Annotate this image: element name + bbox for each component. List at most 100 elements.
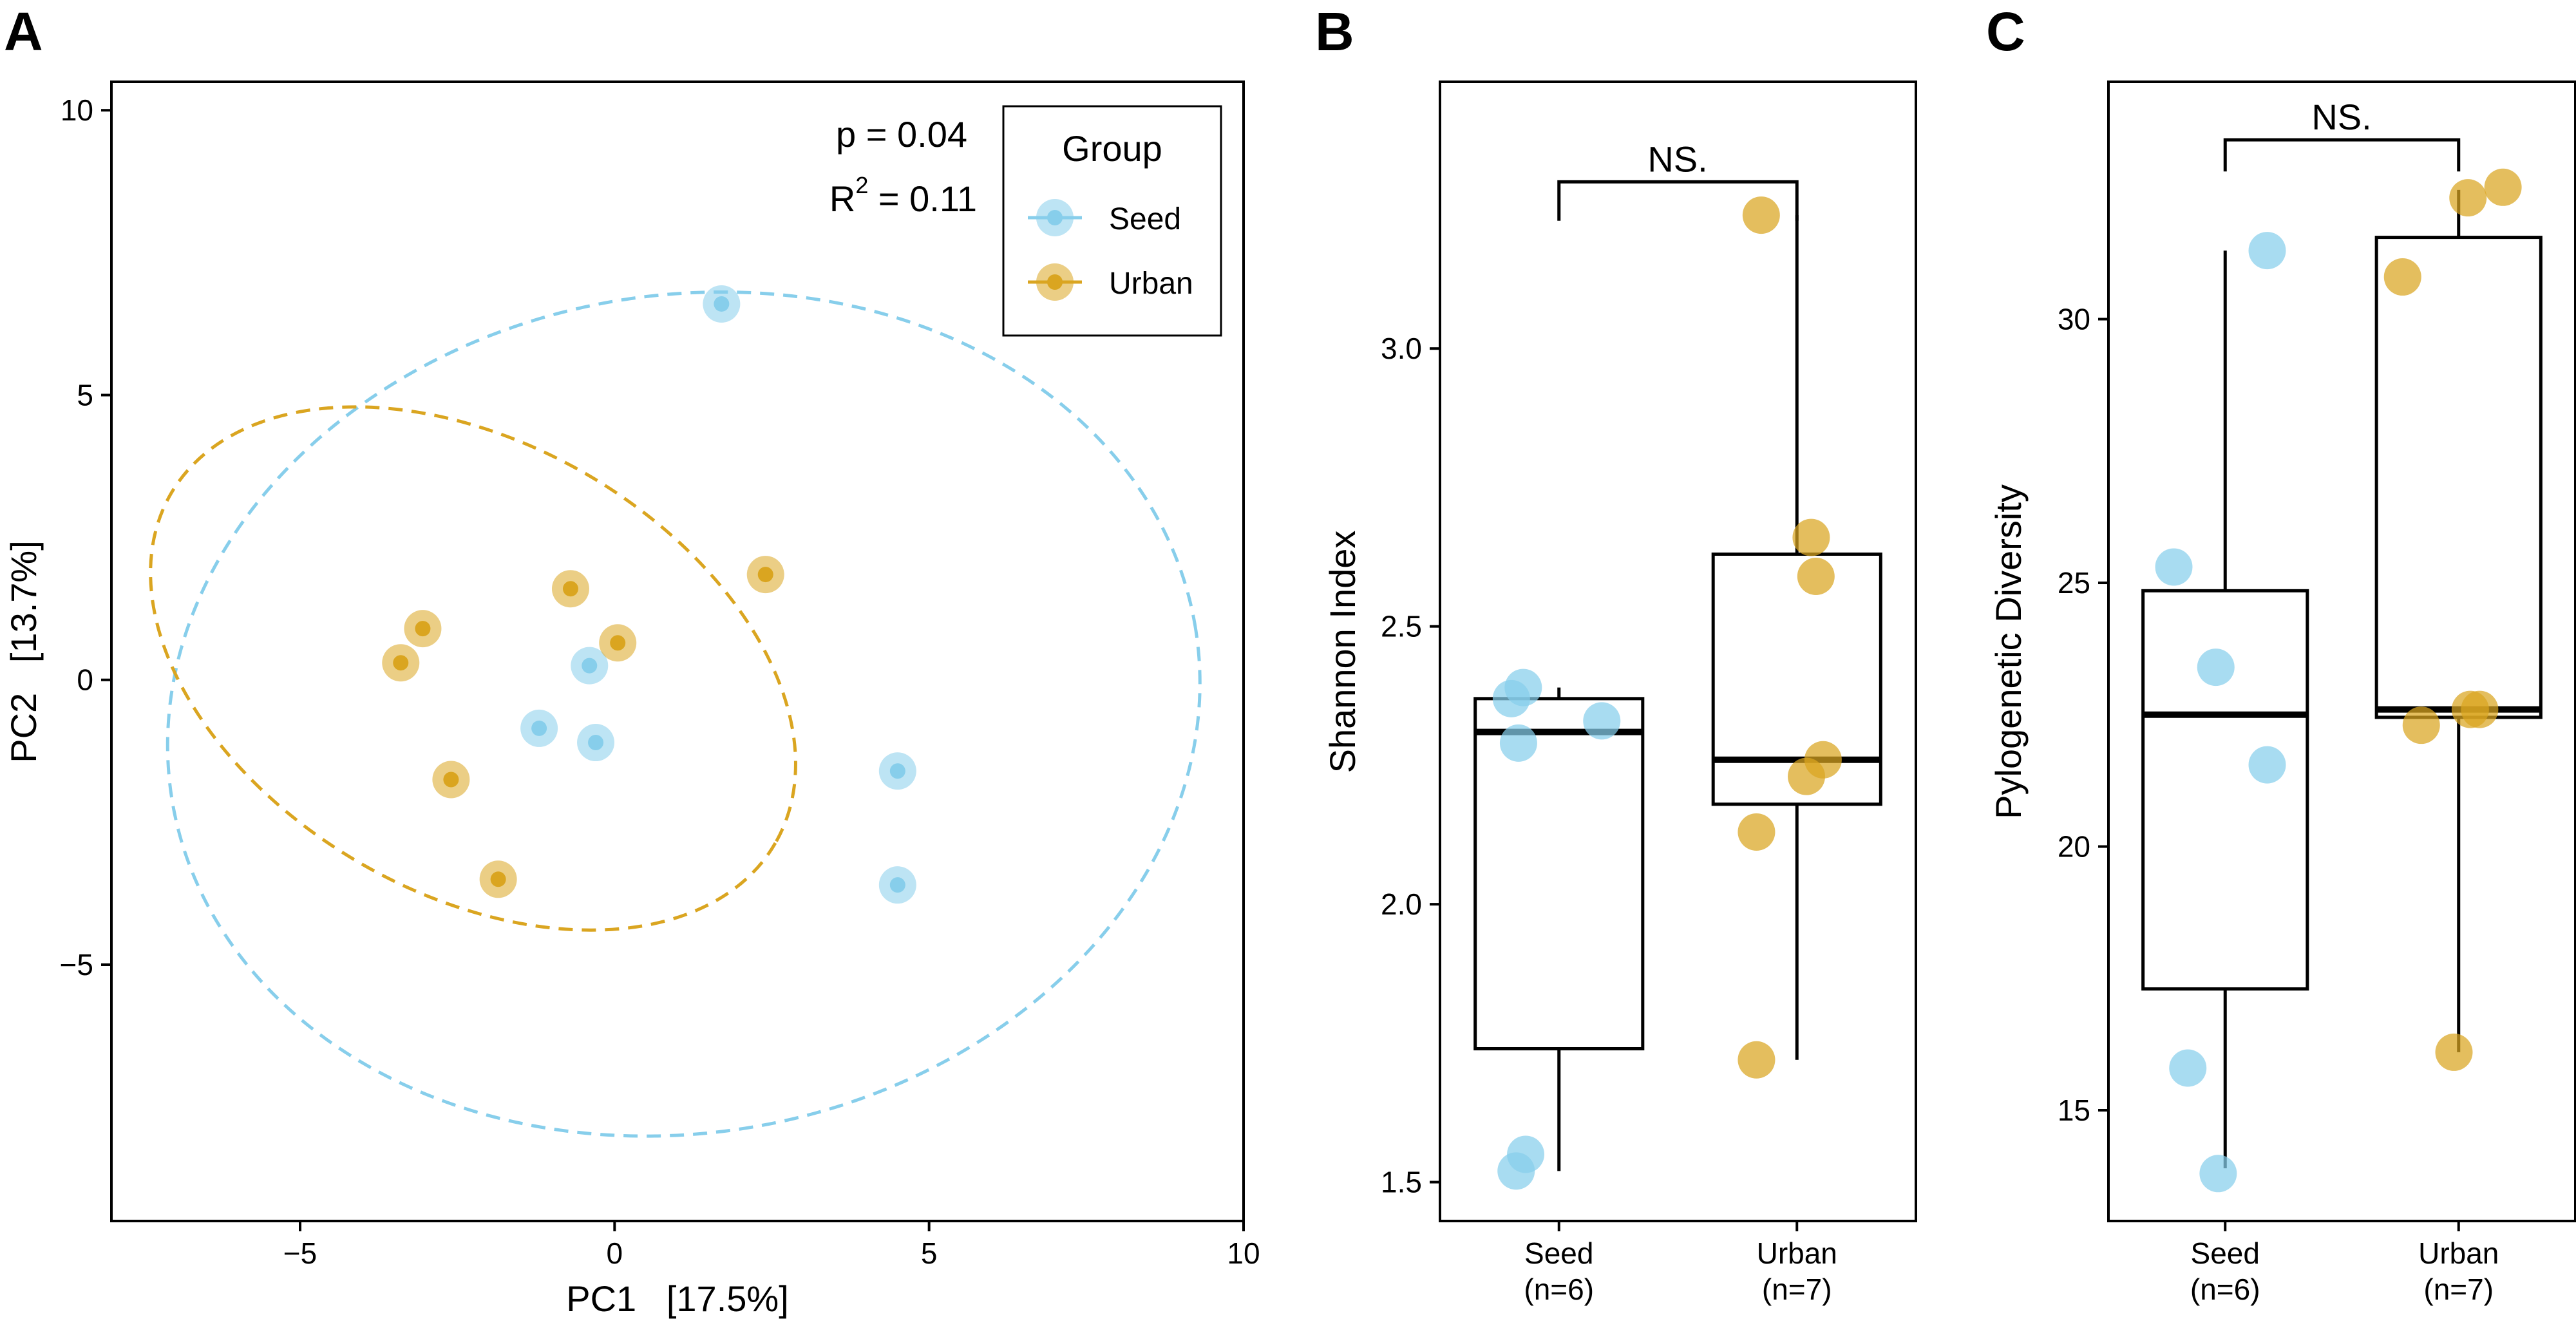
data-point xyxy=(2248,232,2286,270)
data-point xyxy=(1492,679,1530,717)
panel-b-x-axis-ticks: Seed(n=6) Urban(n=7) xyxy=(1524,1221,1837,1306)
y-axis-title: PC2 [13.7%] xyxy=(3,540,44,763)
scatter-points xyxy=(382,285,916,904)
data-point xyxy=(2248,746,2286,784)
point-urban xyxy=(404,610,442,648)
point-seed xyxy=(577,724,615,762)
panel-a-pca: −5 0 5 10 −5 0 5 10 PC1 [17.5%] PC2 [13.7%] p … xyxy=(3,80,1260,1319)
panel-b-y-axis-title: Shannon Index xyxy=(1322,531,1363,773)
boxplot-urban xyxy=(1711,215,1882,1060)
point-core xyxy=(582,658,598,674)
data-point xyxy=(2155,548,2193,586)
x-axis-ticks: −5 0 5 10 xyxy=(283,1221,1260,1270)
panel-c-y-axis-ticks: 15 20 25 30 xyxy=(2058,303,2108,1127)
y-tick-label: 0 xyxy=(77,663,93,697)
point-core xyxy=(610,635,626,651)
legend-key-urban xyxy=(1028,263,1082,301)
points-urban xyxy=(1738,196,1842,1079)
x-tick-label: Seed xyxy=(2191,1236,2260,1270)
panel-b-boxplots xyxy=(1473,180,1882,1190)
r-squared-superscript: 2 xyxy=(855,172,868,198)
point-urban xyxy=(382,644,420,682)
legend: Group Seed Urban xyxy=(1002,105,1222,337)
point-core xyxy=(562,581,578,597)
point-seed xyxy=(520,709,558,747)
point-core xyxy=(490,871,506,887)
panel-b-y-axis-ticks: 1.5 2.0 2.5 3.0 xyxy=(1381,332,1440,1199)
point-seed xyxy=(878,752,916,790)
x-tick-label: 0 xyxy=(607,1236,623,1270)
y-tick-label: 5 xyxy=(77,378,93,412)
legend-label-seed: Seed xyxy=(1109,202,1181,236)
legend-title: Group xyxy=(1062,128,1162,169)
point-core xyxy=(757,567,773,583)
data-point xyxy=(2449,179,2487,217)
panel-letter-a: A xyxy=(4,1,43,62)
data-point xyxy=(1738,1041,1776,1079)
y-tick-label: 2.0 xyxy=(1381,887,1422,921)
points-seed xyxy=(1492,668,1621,1190)
panel-c-x-axis-ticks: Seed(n=6) Urban(n=7) xyxy=(2190,1221,2499,1306)
point-core xyxy=(714,296,730,312)
x-tick-label: Urban xyxy=(1757,1236,1837,1270)
y-tick-label: −5 xyxy=(60,948,93,981)
data-point xyxy=(1738,813,1776,851)
point-urban xyxy=(599,624,637,662)
point-urban xyxy=(479,860,517,898)
data-point xyxy=(1797,558,1835,596)
data-point xyxy=(1499,724,1537,762)
x-tick-count-label: (n=6) xyxy=(2190,1273,2260,1306)
ellipse-seed xyxy=(166,290,1202,1138)
data-point xyxy=(2435,1033,2473,1071)
panel-a-frame xyxy=(110,80,1245,1222)
x-tick-count-label: (n=7) xyxy=(2423,1273,2494,1306)
point-core xyxy=(393,655,409,671)
y-tick-label: 3.0 xyxy=(1381,332,1422,365)
r-squared-label: R2 = 0.11 xyxy=(829,172,977,219)
boxplot-urban xyxy=(2374,189,2543,1052)
significance-bracket xyxy=(1557,180,1799,221)
iqr-box xyxy=(2141,589,2309,991)
point-core xyxy=(588,735,604,751)
data-point xyxy=(2402,706,2440,744)
data-point xyxy=(1583,702,1621,740)
y-tick-label: 10 xyxy=(61,93,93,127)
y-tick-label: 20 xyxy=(2058,830,2090,864)
data-point xyxy=(2199,1155,2237,1193)
panel-b-frame xyxy=(1439,80,1917,1222)
r-squared-symbol: R xyxy=(829,178,855,219)
p-value-label: p = 0.04 xyxy=(836,114,967,155)
x-tick-count-label: (n=7) xyxy=(1762,1273,1832,1306)
data-point xyxy=(2169,1049,2207,1087)
data-point xyxy=(1792,518,1830,556)
y-axis-ticks: −5 0 5 10 xyxy=(60,93,111,981)
iqr-box xyxy=(2374,236,2543,719)
point-urban xyxy=(746,556,784,594)
ellipse-urban xyxy=(149,405,797,932)
data-point xyxy=(1788,757,1826,795)
panel-c-frame xyxy=(2107,80,2576,1222)
x-tick-label: Seed xyxy=(1524,1236,1593,1270)
r-squared-value: = 0.11 xyxy=(868,178,977,219)
point-urban xyxy=(551,570,589,608)
panel-c-significance-label: NS. xyxy=(2311,97,2371,137)
iqr-box xyxy=(1473,697,1645,1050)
y-tick-label: 2.5 xyxy=(1381,610,1422,643)
x-tick-label: −5 xyxy=(283,1236,317,1270)
y-tick-label: 1.5 xyxy=(1381,1166,1422,1199)
panel-letter-b: B xyxy=(1315,1,1354,62)
x-tick-label: 10 xyxy=(1227,1236,1260,1270)
significance-bracket xyxy=(2223,138,2461,172)
legend-key-core xyxy=(1047,274,1063,290)
data-point xyxy=(2197,649,2235,686)
panel-c-phylo: 15 20 25 30 Seed(n=6) Urban(n=7) Pylogenetic… xyxy=(1988,80,2576,1306)
confidence-ellipses xyxy=(149,290,1202,1138)
data-point xyxy=(2383,258,2421,296)
panel-b-significance-label: NS. xyxy=(1647,138,1707,179)
data-point xyxy=(2484,168,2522,206)
x-tick-count-label: (n=6) xyxy=(1524,1273,1594,1306)
x-tick-label: 5 xyxy=(921,1236,938,1270)
point-core xyxy=(415,621,431,637)
point-seed xyxy=(571,647,609,685)
